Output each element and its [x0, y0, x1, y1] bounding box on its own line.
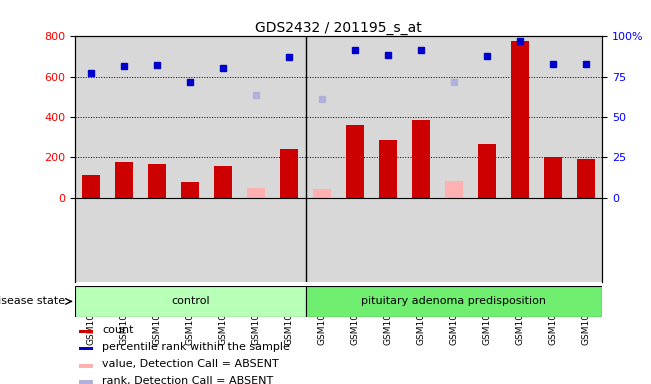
- Text: percentile rank within the sample: percentile rank within the sample: [102, 342, 290, 352]
- Bar: [79, 329, 93, 333]
- Text: disease state: disease state: [0, 296, 65, 306]
- Bar: [346, 125, 364, 198]
- Bar: [148, 164, 166, 198]
- Bar: [79, 347, 93, 351]
- Text: control: control: [171, 296, 210, 306]
- Bar: [445, 180, 463, 198]
- Bar: [82, 175, 100, 198]
- Text: rank, Detection Call = ABSENT: rank, Detection Call = ABSENT: [102, 376, 273, 384]
- Bar: [115, 162, 133, 198]
- Bar: [511, 41, 529, 198]
- Text: value, Detection Call = ABSENT: value, Detection Call = ABSENT: [102, 359, 279, 369]
- Bar: [181, 182, 199, 198]
- Bar: [412, 120, 430, 198]
- Bar: [79, 380, 93, 384]
- Text: pituitary adenoma predisposition: pituitary adenoma predisposition: [361, 296, 546, 306]
- Bar: [247, 188, 265, 198]
- Bar: [313, 189, 331, 198]
- Title: GDS2432 / 201195_s_at: GDS2432 / 201195_s_at: [255, 22, 422, 35]
- Bar: [544, 157, 562, 198]
- Bar: [214, 166, 232, 198]
- Bar: [305, 286, 602, 317]
- Bar: [379, 140, 397, 198]
- Bar: [478, 144, 496, 198]
- Bar: [577, 159, 595, 198]
- Text: count: count: [102, 325, 133, 335]
- Bar: [280, 149, 298, 198]
- Bar: [75, 286, 305, 317]
- Bar: [79, 364, 93, 367]
